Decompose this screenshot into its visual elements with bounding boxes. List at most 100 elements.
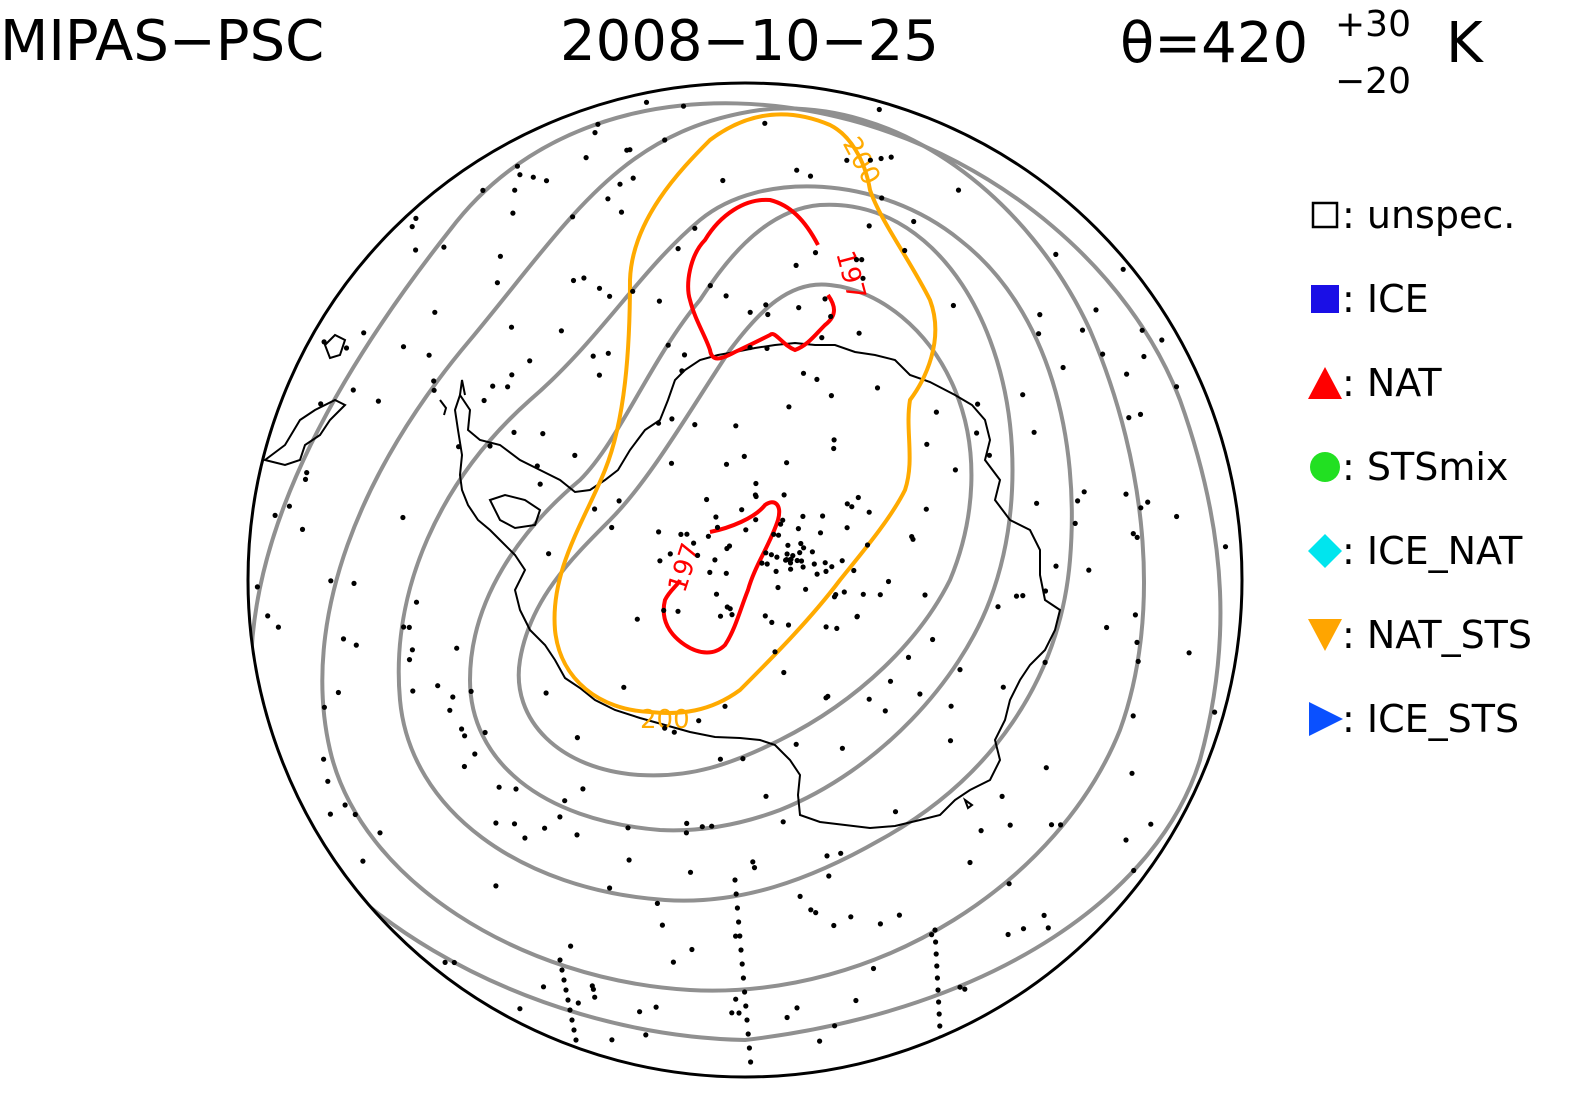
measurement-dot (571, 1027, 577, 1033)
measurement-dot (451, 959, 457, 966)
measurement-dot (1145, 499, 1151, 505)
measurement-dot (509, 372, 515, 378)
measurement-dot (729, 1010, 735, 1016)
measurement-dot (318, 401, 324, 407)
measurement-dot (454, 645, 460, 651)
measurement-dot (1042, 659, 1048, 666)
measurement-dot (763, 793, 769, 799)
measurement-dot (825, 693, 831, 700)
measurement-dot (859, 257, 865, 263)
measurement-dot (695, 552, 701, 559)
measurement-dot (1131, 867, 1137, 874)
legend-label: : ICE (1342, 277, 1429, 321)
measurement-dot (793, 262, 799, 268)
measurement-dot (275, 624, 281, 630)
measurement-dot (656, 529, 662, 535)
measurement-dot (1006, 881, 1012, 887)
measurement-dot (1036, 331, 1042, 337)
measurement-dot (784, 551, 790, 557)
measurement-dot (559, 967, 565, 973)
measurement-dot (866, 509, 872, 515)
measurement-dot (568, 943, 574, 949)
measurement-dot (1130, 531, 1136, 537)
measurement-dot (637, 1009, 643, 1015)
measurement-dot (1013, 593, 1020, 599)
measurement-dot (924, 441, 930, 447)
antarctic-continent-outline (453, 341, 1062, 830)
measurement-dot (605, 196, 611, 202)
measurement-dot (807, 173, 814, 179)
measurement-dots (254, 99, 1229, 1065)
measurement-dot (723, 461, 730, 467)
measurement-dot (265, 613, 271, 619)
measurement-dot (1104, 624, 1110, 631)
measurement-dot (630, 175, 636, 181)
measurement-dot (522, 835, 528, 841)
measurement-dot (753, 493, 759, 500)
diamond-marker-icon (1308, 534, 1342, 568)
measurement-dot (774, 554, 780, 560)
measurement-dot (540, 984, 547, 990)
measurement-dot (377, 830, 383, 836)
measurement-dot (1060, 364, 1066, 371)
measurement-dot (321, 704, 327, 710)
measurement-dot (655, 420, 662, 426)
measurement-dot (841, 589, 847, 595)
measurement-dot (822, 560, 828, 566)
measurement-dot (570, 277, 577, 284)
measurement-dot (905, 654, 912, 661)
measurement-dot (800, 370, 807, 376)
measurement-dot (400, 344, 407, 350)
measurement-dot (733, 996, 739, 1002)
measurement-dot (753, 480, 759, 487)
measurement-dot (1020, 926, 1027, 932)
measurement-dot (878, 155, 884, 162)
measurement-dot (824, 853, 830, 859)
measurement-dot (739, 961, 745, 967)
measurement-dot (794, 557, 800, 564)
measurement-dot (781, 492, 787, 498)
measurement-dot (813, 910, 819, 916)
measurement-dot (609, 524, 615, 531)
measurement-dot (678, 531, 684, 538)
measurement-dot (1042, 588, 1049, 594)
measurement-dot (510, 210, 516, 216)
measurement-dot (1020, 392, 1026, 398)
measurement-dot (732, 877, 738, 883)
measurement-dot (1053, 563, 1059, 569)
antarctica-coastline (262, 333, 1062, 830)
measurement-dot (493, 820, 499, 826)
measurement-dot (480, 187, 486, 193)
legend: : unspec.: ICE: NAT: STSmix: ICE_NAT: NA… (1308, 193, 1532, 741)
measurement-dot (1135, 658, 1141, 665)
measurement-dot (432, 309, 438, 315)
measurement-dot (937, 1023, 943, 1029)
measurement-dot (780, 517, 786, 523)
measurement-dot (567, 1007, 573, 1013)
gray-contour-3 (396, 184, 1074, 903)
measurement-dot (713, 514, 719, 520)
measurement-dot (590, 986, 597, 992)
measurement-dot (583, 155, 589, 161)
measurement-dot (487, 443, 493, 449)
measurement-dot (413, 247, 419, 253)
measurement-dot (494, 280, 500, 286)
measurement-dot (360, 858, 366, 864)
measurement-dot (831, 437, 837, 443)
measurement-dot (527, 358, 533, 364)
measurement-dot (729, 612, 735, 618)
measurement-dot (860, 591, 866, 597)
measurement-dot (653, 1004, 659, 1010)
measurement-dot (936, 999, 942, 1005)
legend-item: : unspec. (1311, 193, 1515, 237)
measurement-dot (797, 550, 803, 556)
measurement-dot (1137, 411, 1144, 417)
measurement-dot (738, 947, 744, 953)
measurement-dot (832, 1023, 838, 1029)
measurement-dot (254, 584, 260, 590)
measurement-dot (771, 531, 777, 537)
measurement-dot (543, 690, 549, 696)
measurement-dot (856, 330, 862, 336)
measurement-dot (892, 809, 899, 815)
measurement-dot (321, 756, 327, 762)
